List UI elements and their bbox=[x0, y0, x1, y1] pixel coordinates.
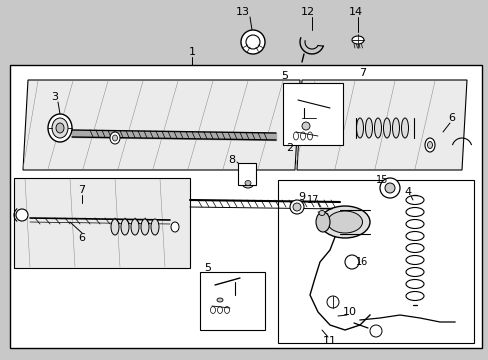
Text: 16: 16 bbox=[355, 257, 367, 267]
Bar bbox=[278, 180, 473, 343]
Ellipse shape bbox=[383, 118, 390, 138]
Text: 2: 2 bbox=[286, 143, 293, 153]
Ellipse shape bbox=[111, 219, 119, 235]
Bar bbox=[283, 83, 342, 145]
Text: 15: 15 bbox=[375, 175, 387, 185]
Text: 17: 17 bbox=[306, 195, 319, 205]
Circle shape bbox=[379, 178, 399, 198]
Text: 14: 14 bbox=[348, 7, 362, 17]
Ellipse shape bbox=[392, 118, 399, 138]
Text: 8: 8 bbox=[228, 155, 235, 165]
Text: 13: 13 bbox=[236, 7, 249, 17]
Circle shape bbox=[16, 209, 28, 221]
Ellipse shape bbox=[131, 219, 139, 235]
Ellipse shape bbox=[110, 132, 120, 144]
Text: 5: 5 bbox=[204, 263, 211, 273]
Ellipse shape bbox=[319, 206, 369, 238]
Polygon shape bbox=[23, 80, 299, 170]
Text: 6: 6 bbox=[79, 233, 85, 243]
Ellipse shape bbox=[315, 212, 329, 232]
Text: 11: 11 bbox=[323, 336, 336, 346]
Text: 9: 9 bbox=[298, 192, 305, 202]
Text: 7: 7 bbox=[359, 68, 366, 78]
Text: 4: 4 bbox=[404, 187, 411, 197]
Text: 6: 6 bbox=[447, 113, 454, 123]
Text: 12: 12 bbox=[300, 7, 314, 17]
Ellipse shape bbox=[351, 36, 363, 44]
Circle shape bbox=[302, 122, 309, 130]
Ellipse shape bbox=[327, 211, 362, 233]
Circle shape bbox=[292, 203, 301, 211]
Text: 1: 1 bbox=[188, 47, 195, 57]
Ellipse shape bbox=[244, 180, 250, 185]
Text: 10: 10 bbox=[342, 307, 356, 317]
Circle shape bbox=[384, 183, 394, 193]
Circle shape bbox=[369, 325, 381, 337]
Ellipse shape bbox=[151, 219, 159, 235]
Text: 7: 7 bbox=[78, 185, 85, 195]
Bar bbox=[238, 163, 256, 185]
Ellipse shape bbox=[427, 141, 431, 149]
Text: 5: 5 bbox=[281, 71, 288, 81]
Ellipse shape bbox=[52, 118, 68, 138]
Ellipse shape bbox=[48, 114, 72, 142]
Circle shape bbox=[241, 30, 264, 54]
Ellipse shape bbox=[365, 118, 372, 138]
Polygon shape bbox=[296, 80, 466, 170]
Circle shape bbox=[289, 200, 304, 214]
Ellipse shape bbox=[112, 135, 117, 141]
Ellipse shape bbox=[242, 178, 253, 188]
Polygon shape bbox=[14, 178, 190, 268]
Ellipse shape bbox=[56, 123, 64, 133]
Bar bbox=[10, 65, 481, 348]
Text: 3: 3 bbox=[51, 92, 59, 102]
Circle shape bbox=[326, 296, 338, 308]
Bar bbox=[200, 272, 264, 330]
Ellipse shape bbox=[424, 138, 434, 152]
Ellipse shape bbox=[121, 219, 129, 235]
Ellipse shape bbox=[171, 222, 179, 232]
Circle shape bbox=[345, 255, 358, 269]
Ellipse shape bbox=[318, 211, 325, 216]
Circle shape bbox=[245, 35, 260, 49]
Ellipse shape bbox=[401, 118, 407, 138]
Ellipse shape bbox=[356, 118, 363, 138]
Ellipse shape bbox=[141, 219, 149, 235]
Ellipse shape bbox=[374, 118, 381, 138]
Ellipse shape bbox=[217, 298, 223, 302]
